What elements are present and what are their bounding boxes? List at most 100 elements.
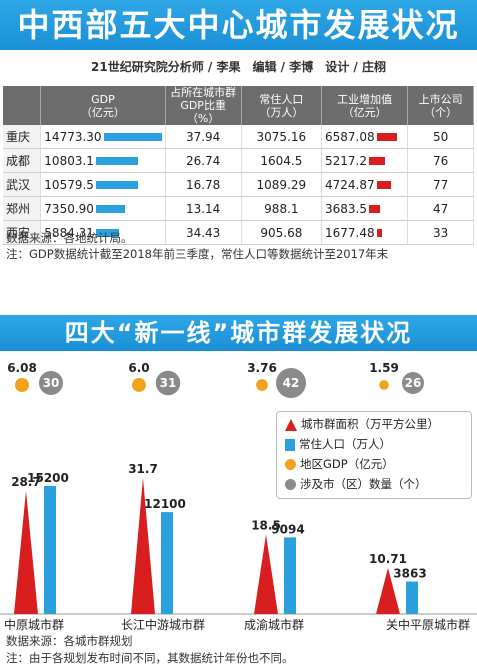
category-label: 成渝城市群 [244, 617, 304, 632]
population-label: 12100 [144, 497, 186, 511]
table-row: 西安 5884.31 34.43 905.68 1677.48 33 [3, 220, 474, 245]
industry-bar [376, 133, 397, 141]
gdp-value: 10803.1 [44, 153, 94, 168]
industry-bar [376, 181, 391, 189]
listed-companies-value: 76 [407, 148, 474, 173]
population-value: 905.68 [241, 220, 322, 245]
city-name: 郑州 [3, 196, 42, 221]
credits: 21世纪研究院分析师 / 李果 编辑 / 李博 设计 / 庄栩 [91, 60, 386, 74]
area-triangle [131, 478, 155, 614]
industry-cell: 1677.48 [321, 220, 409, 245]
gdp-label: 6.0 [128, 361, 149, 375]
table-row: 郑州 7350.90 13.14 988.1 3683.5 47 [3, 196, 474, 221]
column-header-1: GDP （亿元） [40, 86, 166, 125]
share-value: 13.14 [165, 196, 242, 221]
gdp-label: 1.59 [369, 361, 399, 375]
gdp-cell: 10579.5 [40, 172, 166, 197]
legend-label: 常住人口（万人） [299, 437, 391, 451]
note-text-1: 注：GDP数据统计截至2018年前三季度，常住人口等数据统计至2017年末 [6, 247, 389, 261]
legend-label: 地区GDP（亿元） [300, 457, 394, 471]
industry-value: 3683.5 [324, 201, 367, 216]
gdp-value: 5884.31 [44, 225, 94, 240]
count-circle [276, 368, 306, 398]
listed-companies-value: 77 [407, 172, 474, 197]
note-text-2: 注：由于各规划发布时间不同，其数据统计年份也不同。 [6, 651, 294, 665]
column-header-2: 占所在城市群 GDP比重（%） [165, 86, 242, 125]
gdp-label: 3.76 [247, 361, 277, 375]
count-label: 42 [283, 376, 300, 390]
share-value: 34.43 [165, 220, 242, 245]
legend-item-area: 城市群面积（万平方公里） [285, 415, 439, 433]
industry-cell: 5217.2 [321, 148, 409, 173]
gdp-bar [95, 157, 138, 165]
gdp-circle [15, 378, 29, 392]
category-label: 关中平原城市群 [386, 617, 470, 632]
area-triangle [254, 534, 278, 614]
city-name: 武汉 [3, 172, 42, 197]
population-value: 1089.29 [241, 172, 322, 197]
industry-bar [376, 229, 382, 237]
listed-companies-value: 33 [407, 220, 474, 245]
industry-value: 4724.87 [324, 177, 375, 192]
count-circle [39, 371, 63, 395]
count-label: 26 [405, 376, 422, 390]
industry-bar [368, 205, 380, 213]
table-row: 重庆 14773.30 37.94 3075.16 6587.08 50 [3, 125, 474, 149]
population-bar [406, 581, 418, 614]
population-value: 1604.5 [241, 148, 322, 173]
population-bar [44, 486, 56, 614]
source-text-1: 数据来源：各地统计局。 [6, 231, 133, 245]
area-label: 31.7 [128, 462, 158, 476]
gdp-value: 10579.5 [44, 177, 94, 192]
industry-value: 1677.48 [324, 225, 375, 240]
population-value: 3075.16 [241, 125, 322, 149]
source-text-2: 数据来源：各城市群规划 [6, 634, 133, 648]
share-value: 16.78 [165, 172, 242, 197]
legend-label: 涉及市（区）数量（个） [300, 477, 427, 491]
industry-bar [368, 157, 385, 165]
area-label: 28.7 [11, 475, 41, 489]
legend-label: 城市群面积（万平方公里） [301, 417, 439, 431]
population-label: 3863 [393, 566, 426, 580]
population-bar [161, 512, 173, 614]
main-title: 中西部五大中心城市发展状况 [0, 0, 477, 50]
industry-value: 6587.08 [324, 129, 375, 144]
industry-cell: 6587.08 [321, 125, 409, 149]
industry-value: 5217.2 [324, 153, 367, 168]
gdp-bar [103, 133, 162, 141]
column-header-4: 工业增加值 （亿元） [321, 86, 409, 125]
listed-companies-value: 50 [407, 125, 474, 149]
city-name: 成都 [3, 148, 42, 173]
share-value: 26.74 [165, 148, 242, 173]
gdp-cell: 10803.1 [40, 148, 166, 173]
gdp-cell: 5884.31 [40, 220, 166, 245]
legend-item-gdp: 地区GDP（亿元） [285, 455, 394, 473]
column-header-5: 上市公司（个） [407, 86, 474, 125]
area-label: 18.5 [251, 519, 281, 533]
gdp-bar [95, 229, 119, 237]
gdp-circle [256, 379, 268, 391]
city-table: GDP （亿元） 占所在城市群 GDP比重（%） 常住人口 （万人） 工业增加值 （亿… [3, 86, 474, 245]
count-label: 31 [160, 376, 177, 390]
count-label: 30 [43, 376, 60, 390]
section-title: 四大“新一线”城市群发展状况 [0, 315, 477, 351]
gdp-circle [379, 380, 389, 390]
category-label: 中原城市群 [4, 617, 64, 632]
gdp-bar [95, 205, 125, 213]
gdp-circle [132, 378, 146, 392]
table-row: 成都 10803.1 26.74 1604.5 5217.2 76 [3, 148, 474, 173]
count-circle [155, 370, 181, 396]
industry-cell: 4724.87 [321, 172, 409, 197]
column-header-0 [3, 86, 42, 125]
city-name: 西安 [3, 220, 42, 245]
gdp-cell: 14773.30 [40, 125, 166, 149]
population-value: 988.1 [241, 196, 322, 221]
count-circle [402, 372, 424, 394]
gdp-label: 6.08 [7, 361, 37, 375]
chart-legend: 城市群面积（万平方公里） 常住人口（万人） 地区GDP（亿元） 涉及市（区）数量（个） [276, 411, 472, 499]
share-value: 37.94 [165, 125, 242, 149]
legend-item-population: 常住人口（万人） [285, 435, 391, 453]
industry-cell: 3683.5 [321, 196, 409, 221]
legend-item-count: 涉及市（区）数量（个） [285, 475, 427, 493]
